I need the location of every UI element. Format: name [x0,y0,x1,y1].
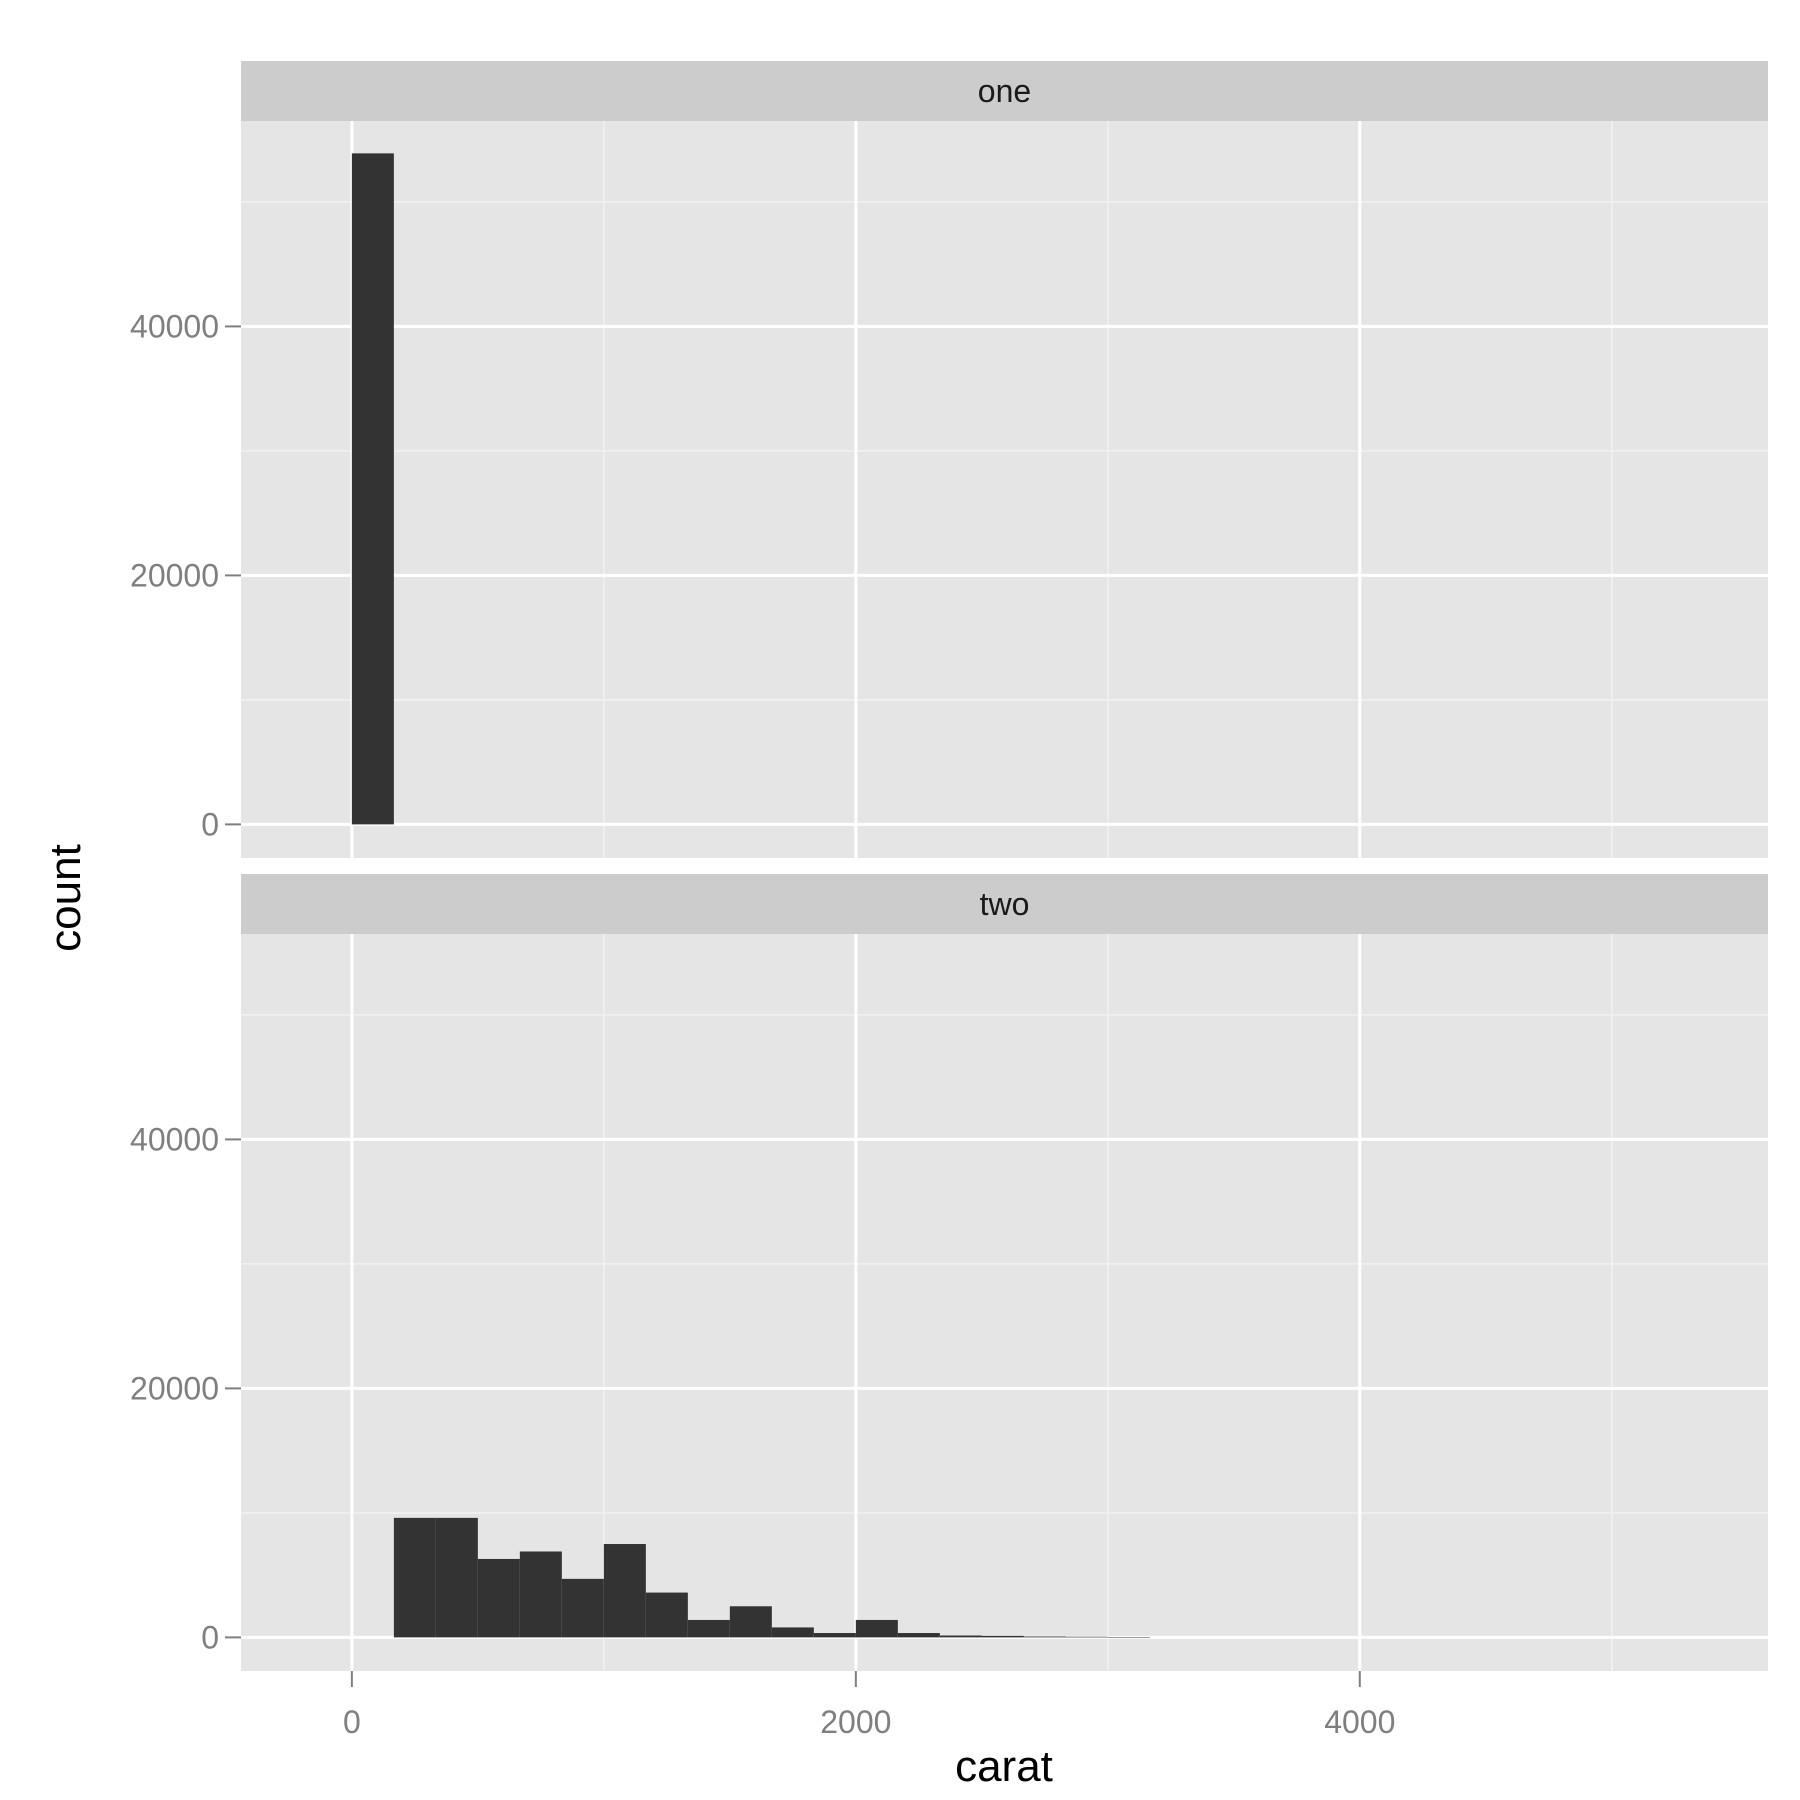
axes-layer: 0 20000 40000 0 20000 40000 0 2000 4000 [130,308,1395,1740]
y-tick-label: 40000 [130,1121,219,1157]
x-tick-label: 0 [343,1704,361,1740]
histogram-bar [561,1578,604,1638]
histogram-bar [981,1635,1024,1638]
facet-panel-two: two [241,874,1768,1671]
panel-background [241,121,1768,858]
histogram-bar [1107,1637,1150,1638]
histogram-bar [813,1633,856,1638]
x-tick-label: 2000 [820,1704,891,1740]
histogram-bar [645,1592,688,1638]
histogram-bar [603,1544,646,1638]
facet-strip-label: two [980,886,1030,922]
histogram-bar [435,1517,478,1638]
x-axis-title: carat [955,1742,1053,1791]
histogram-bar [939,1635,982,1638]
y-tick-label: 20000 [130,1370,219,1406]
histogram-bar [1023,1636,1066,1638]
histogram-bar [897,1633,940,1638]
y-tick-label: 40000 [130,308,219,344]
y-tick-label: 0 [201,1619,219,1655]
histogram-bar [687,1619,730,1638]
y-tick-label: 0 [201,806,219,842]
panel-background [241,934,1768,1671]
y-axis-title: count [41,844,90,952]
facet-panels: one two [241,61,1768,1671]
histogram-bar [519,1551,562,1638]
facet-strip-label: one [978,73,1031,109]
facet-panel-one: one [241,61,1768,858]
histogram-bar [1065,1636,1108,1638]
facet-strip [241,874,1768,934]
histogram-bar [729,1606,772,1638]
histogram-bar [393,1517,436,1638]
histogram-bar [855,1619,898,1638]
y-tick-label: 20000 [130,557,219,593]
facet-strip [241,61,1768,121]
histogram-bar [477,1558,520,1638]
histogram-bar [351,153,394,825]
histogram-bar [771,1627,814,1638]
x-tick-label: 4000 [1324,1704,1395,1740]
